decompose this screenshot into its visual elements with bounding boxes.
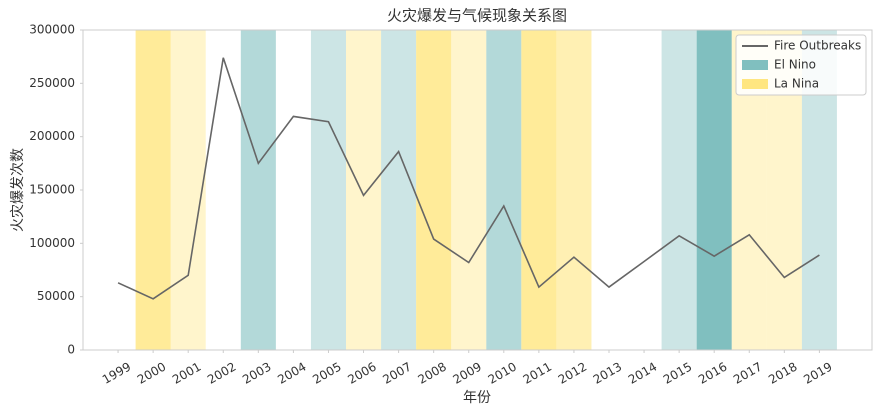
phase-band	[556, 30, 592, 350]
x-tick-label: 2005	[310, 360, 343, 387]
x-tick-label: 2013	[591, 360, 624, 387]
legend-label: La Nina	[774, 77, 819, 91]
phase-band	[135, 30, 171, 350]
phase-band	[240, 30, 276, 350]
y-tick-label: 300000	[29, 23, 75, 37]
chart-title: 火灾爆发与气候现象关系图	[387, 7, 567, 25]
x-tick-label: 2010	[486, 360, 519, 387]
x-tick-label: 2012	[556, 360, 589, 387]
legend-swatch	[742, 79, 768, 89]
y-tick-label: 0	[67, 343, 75, 357]
phase-band	[346, 30, 382, 350]
phase-band	[416, 30, 452, 350]
x-tick-label: 2002	[205, 360, 238, 387]
x-tick-label: 2017	[731, 360, 764, 387]
phase-band	[451, 30, 487, 350]
x-tick-label: 2011	[521, 360, 554, 387]
x-tick-label: 2014	[626, 360, 659, 387]
x-tick-label: 2000	[135, 360, 168, 387]
phase-band	[486, 30, 522, 350]
x-tick-label: 2018	[766, 360, 799, 387]
phase-band	[381, 30, 417, 350]
x-tick-label: 2001	[170, 360, 203, 387]
legend-label: El Nino	[774, 58, 816, 72]
x-tick-label: 2007	[380, 360, 413, 387]
phase-band	[521, 30, 557, 350]
x-tick-label: 2009	[451, 360, 484, 387]
phase-band	[661, 30, 697, 350]
x-axis-label: 年份	[463, 390, 491, 406]
x-tick-label: 1999	[100, 360, 133, 387]
x-tick-label: 2008	[415, 360, 448, 387]
x-tick-label: 2004	[275, 360, 308, 387]
x-tick-label: 2019	[801, 360, 834, 387]
x-tick-label: 2003	[240, 360, 273, 387]
legend-label: Fire Outbreaks	[774, 39, 861, 53]
x-tick-label: 2015	[661, 360, 694, 387]
legend-swatch	[742, 60, 768, 70]
y-tick-label: 100000	[29, 236, 75, 250]
x-tick-label: 2016	[696, 360, 729, 387]
series-line	[117, 57, 820, 300]
phase-band	[170, 30, 206, 350]
phase-band	[696, 30, 732, 350]
y-tick-label: 250000	[29, 76, 75, 90]
y-axis-label: 火灾爆发次数	[9, 148, 26, 232]
x-tick-label: 2006	[345, 360, 378, 387]
y-tick-label: 150000	[29, 183, 75, 197]
legend: Fire Outbreaks El Nino La Nina	[735, 34, 867, 96]
y-tick-label: 200000	[29, 129, 75, 143]
legend-box	[735, 34, 867, 96]
y-tick-label: 50000	[37, 289, 75, 303]
phase-band	[310, 30, 346, 350]
